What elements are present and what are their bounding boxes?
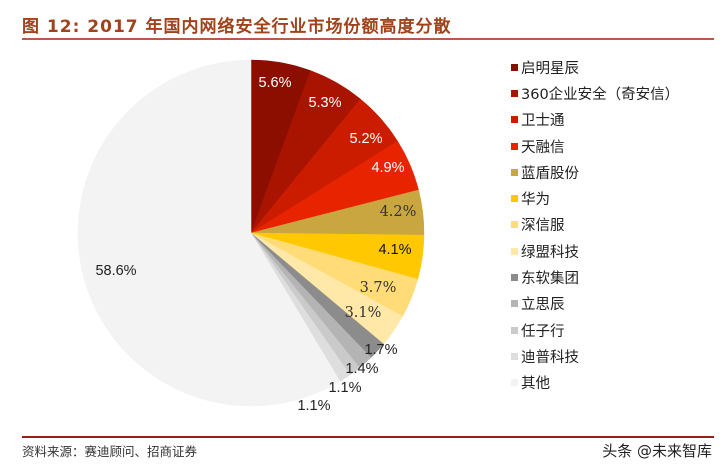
legend-item: 东软集团 [511, 264, 679, 290]
legend-swatch-icon [511, 63, 518, 71]
legend-item: 任子行 [511, 317, 679, 343]
data-label: 3.1% [345, 305, 382, 321]
legend-swatch-icon [511, 274, 518, 282]
data-label: 4.2% [380, 204, 417, 220]
legend-label: 任子行 [521, 323, 565, 340]
legend-swatch-icon [511, 89, 518, 97]
legend-label: 天融信 [521, 139, 565, 156]
pie-slices [77, 59, 425, 407]
source-note: 资料来源：赛迪顾问、招商证券 [22, 444, 198, 459]
data-label: 5.2% [349, 131, 382, 147]
legend-item: 绿盟科技 [511, 238, 679, 264]
legend-swatch-icon [511, 195, 518, 203]
legend-item: 立思辰 [511, 291, 679, 317]
legend-swatch-icon [511, 379, 518, 387]
data-label: 58.6% [95, 263, 136, 279]
legend-swatch-icon [511, 168, 518, 176]
legend-swatch-icon [511, 142, 518, 150]
legend-item: 天融信 [511, 133, 679, 159]
chart-title: 图 12: 2017 年国内网络安全行业市场份额高度分散 [22, 17, 452, 37]
watermark: 头条 @未来智库 [602, 442, 712, 460]
chart-legend: 启明星辰 360企业安全（奇安信） 卫士通天融信蓝盾股份华为深信服绿盟科技东软集团立… [511, 54, 679, 396]
legend-label: 启明星辰 [521, 60, 579, 77]
data-label: 1.7% [364, 342, 397, 358]
pie-data-labels: 5.6% 5.3% 5.2% 4.9% 4.2% 4.1% 3.7% 3.1% 1.7% 1.4%… [95, 75, 416, 414]
legend-swatch-icon [511, 247, 518, 255]
data-label: 1.1% [328, 380, 361, 396]
legend-label: 立思辰 [521, 297, 565, 314]
title-divider [22, 38, 714, 40]
legend-item: 蓝盾股份 [511, 159, 679, 185]
legend-swatch-icon [511, 116, 518, 124]
legend-item: 启明星辰 [511, 54, 679, 80]
data-label: 1.4% [345, 361, 378, 377]
data-label: 4.1% [378, 242, 411, 258]
legend-swatch-icon [511, 300, 518, 308]
legend-swatch-icon [511, 352, 518, 360]
legend-label: 华为 [521, 192, 550, 209]
legend-item: 深信服 [511, 212, 679, 238]
legend-label: 绿盟科技 [521, 244, 579, 261]
legend-swatch-icon [511, 326, 518, 334]
legend-label: 东软集团 [521, 271, 579, 288]
data-label: 3.7% [360, 280, 397, 296]
legend-label: 迪普科技 [521, 349, 579, 366]
data-label: 4.9% [371, 160, 404, 176]
footer-divider [22, 436, 714, 438]
legend-label: 深信服 [521, 218, 565, 235]
legend-item: 其他 [511, 370, 679, 396]
legend-item: 迪普科技 [511, 343, 679, 369]
legend-item: 卫士通 [511, 107, 679, 133]
legend-swatch-icon [511, 221, 518, 229]
legend-item: 华为 [511, 185, 679, 211]
data-label: 5.3% [308, 95, 341, 111]
data-label: 5.6% [258, 75, 291, 91]
legend-label: 360企业安全（奇安信） [521, 86, 680, 103]
legend-label: 其他 [521, 376, 550, 393]
legend-item: 360企业安全（奇安信） [511, 80, 679, 106]
data-label: 1.1% [297, 398, 330, 414]
pie-slice [77, 59, 341, 407]
legend-label: 蓝盾股份 [521, 165, 579, 182]
legend-label: 卫士通 [521, 113, 565, 130]
